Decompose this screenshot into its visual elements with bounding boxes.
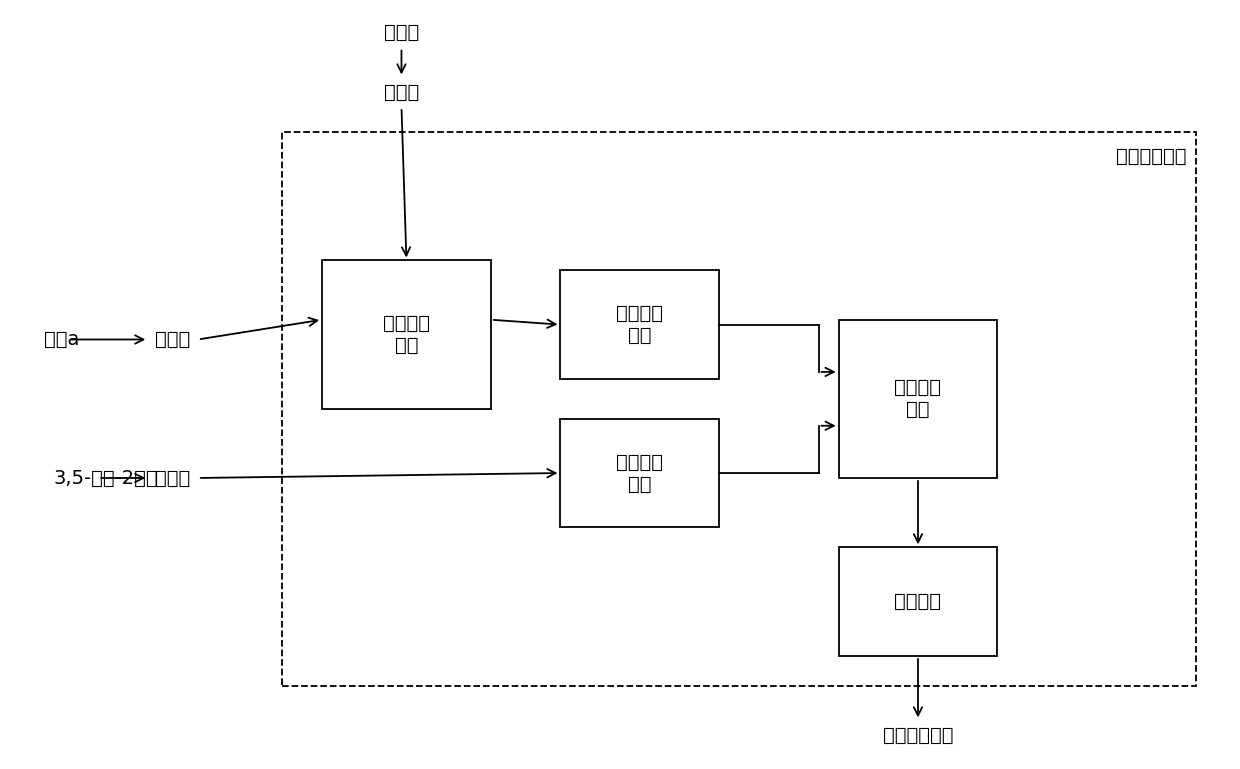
Text: 冷却模块: 冷却模块 [894,592,941,611]
Bar [322,261,491,409]
Text: 3,5-二氯-2戊酮: 3,5-二氯-2戊酮 [53,468,159,488]
Bar [283,131,1197,686]
Text: 收集分层容器: 收集分层容器 [883,726,954,744]
Text: 第二预热
模块: 第二预热 模块 [616,452,663,494]
Text: 微通道反应器: 微通道反应器 [1116,147,1187,165]
Bar [560,270,719,379]
Bar [560,418,719,528]
Bar [838,548,997,656]
Text: 计量泵: 计量泵 [155,468,191,488]
Text: 计量泵: 计量泵 [155,330,191,349]
Text: 计量泵: 计量泵 [384,83,419,102]
Text: 第一预热
模块: 第一预热 模块 [616,305,663,345]
Text: 原料a: 原料a [43,330,79,349]
Bar [838,320,997,478]
Text: 催化剂: 催化剂 [384,23,419,42]
Text: 第一混合
模块: 第一混合 模块 [383,314,430,355]
Text: 第二混合
模块: 第二混合 模块 [894,378,941,419]
